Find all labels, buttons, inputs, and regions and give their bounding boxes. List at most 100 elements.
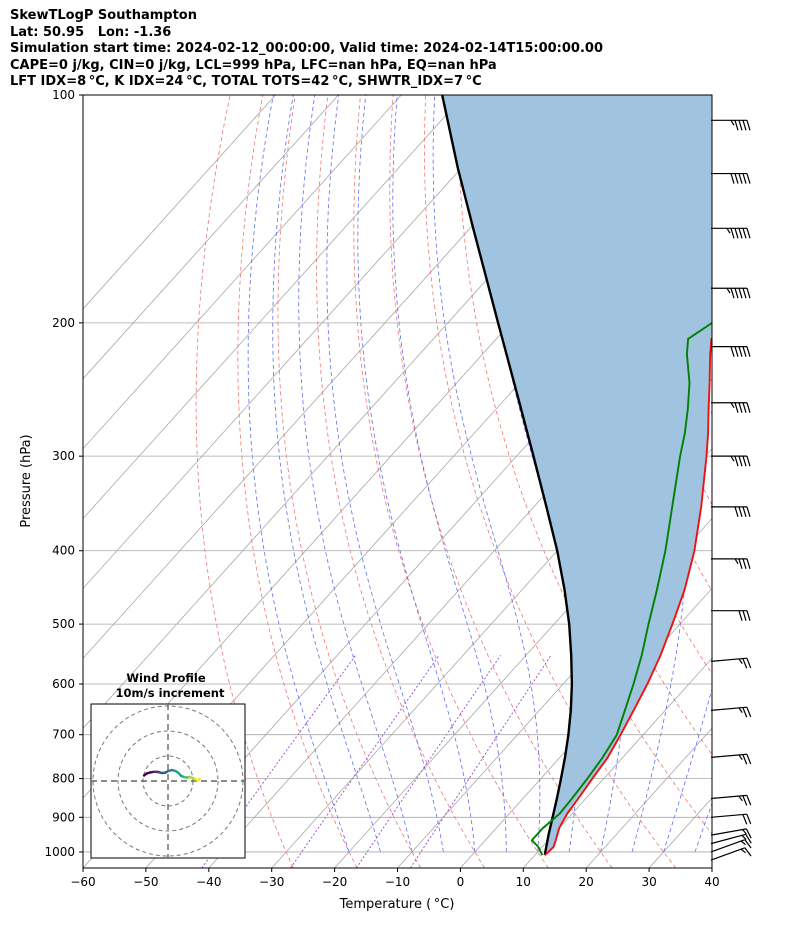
wind-barbs: [710, 119, 752, 861]
moist-adiabat-line: [298, 95, 413, 853]
barb-flag: [746, 506, 751, 518]
barb-flag: [738, 558, 743, 570]
barb-flag: [738, 658, 743, 664]
barb-flag: [746, 657, 752, 669]
y-tick-label: 100: [52, 88, 75, 102]
hodograph-ring: [117, 730, 219, 832]
barb-flag: [738, 795, 743, 802]
sounding-profiles: [441, 95, 712, 856]
barb-flag: [730, 402, 735, 409]
y-axis-ticks: 1000 900 800 700 600 500 400 300 200 100: [44, 88, 83, 859]
parcel-temperature-shading: [442, 95, 712, 856]
barb-flag: [742, 558, 747, 570]
isotherm-line: [711, 867, 712, 868]
y-tick-label: 500: [52, 617, 75, 631]
barb-flag: [742, 795, 748, 806]
wind-barb: [711, 402, 751, 413]
x-axis-ticks: −60 −50 −40 −30 −20 −10 0 10 20 30 40: [70, 868, 720, 889]
barb-flag: [746, 795, 752, 806]
barb-flag: [742, 402, 747, 413]
barb-flag: [745, 828, 752, 839]
y-tick-label: 900: [52, 810, 75, 824]
isotherm-line: [397, 517, 712, 868]
y-axis-label: Pressure (hPa): [19, 434, 34, 527]
wind-barb: [711, 227, 751, 239]
isotherm-line: [83, 95, 339, 380]
barb-flag: [746, 610, 751, 621]
mixing-ratio-line: [355, 655, 501, 868]
barb-flag: [742, 120, 747, 131]
isotherm-line: [83, 95, 276, 310]
wind-barb: [710, 847, 752, 861]
barb-flag: [746, 120, 751, 131]
x-tick-label: −50: [133, 875, 158, 889]
barb-flag: [744, 839, 752, 849]
mixing-ratio-line: [410, 655, 552, 868]
barb-flag: [746, 173, 751, 184]
hodograph-title: Wind Profile: [126, 671, 206, 685]
barb-flag: [734, 455, 739, 467]
barb-flag: [738, 288, 743, 299]
dry-adiabat-line: [353, 95, 549, 868]
barb-flag: [742, 658, 748, 669]
y-tick-label: 1000: [44, 845, 75, 859]
barb-flag: [726, 287, 731, 294]
barb-flag: [746, 346, 751, 357]
barb-flag: [746, 288, 751, 299]
wind-barb: [711, 455, 751, 467]
barb-flag: [738, 120, 743, 131]
moist-adiabat-line: [272, 95, 381, 853]
time-line: Simulation start time: 2024-02-12_00:00:…: [10, 41, 603, 57]
isotherm-line: [83, 95, 465, 520]
wind-barb: [711, 558, 751, 570]
barb-staff: [710, 706, 747, 711]
dry-adiabat-line: [277, 95, 422, 868]
moist-adiabat-line: [726, 95, 794, 852]
barb-flag: [738, 173, 743, 184]
barb-flag: [730, 288, 735, 299]
y-tick-label: 700: [52, 728, 75, 742]
barb-flag: [742, 506, 747, 518]
x-tick-label: 20: [579, 875, 594, 889]
x-tick-label: −40: [196, 875, 221, 889]
barb-flag: [726, 227, 731, 234]
isotherm-line: [585, 727, 712, 868]
barb-flag: [730, 119, 735, 126]
barb-staff: [710, 828, 747, 836]
dry-adiabat-line: [195, 95, 294, 868]
wind-barb: [710, 753, 752, 765]
hodograph-inset: Wind Profile 10m/s increment: [90, 671, 246, 859]
chart-header: SkewTLogP Southampton Lat: 50.95 Lon: -1…: [10, 8, 603, 91]
barb-flag: [740, 848, 746, 854]
x-tick-label: 30: [641, 875, 656, 889]
barb-flag: [730, 455, 735, 462]
wind-barb: [710, 657, 752, 669]
parcel-profile-line: [441, 95, 574, 856]
moist-adiabat-line: [247, 95, 350, 853]
isotherm-line: [523, 657, 712, 868]
wind-barb: [711, 287, 751, 299]
x-tick-label: 0: [457, 875, 465, 889]
barb-flag: [734, 173, 739, 184]
wind-barb: [710, 833, 752, 845]
barb-flag: [742, 754, 748, 765]
mixing-ratio-line: [290, 655, 440, 868]
barb-flag: [745, 834, 752, 844]
barb-flag: [738, 228, 743, 239]
x-tick-label: 10: [516, 875, 531, 889]
wind-barb: [711, 172, 751, 184]
barb-staff: [710, 833, 746, 845]
x-tick-label: −10: [385, 875, 410, 889]
barb-flag: [744, 847, 752, 857]
dry-adiabat-line: [784, 95, 794, 868]
dry-adiabat-line: [457, 95, 712, 835]
barb-flag: [730, 228, 735, 239]
barb-staff: [710, 753, 747, 758]
barb-flag: [742, 346, 747, 357]
y-tick-label: 300: [52, 449, 75, 463]
isotherm-line: [83, 95, 402, 450]
wind-barb: [710, 794, 752, 806]
barb-flag: [746, 754, 752, 765]
barb-flag: [742, 228, 747, 239]
